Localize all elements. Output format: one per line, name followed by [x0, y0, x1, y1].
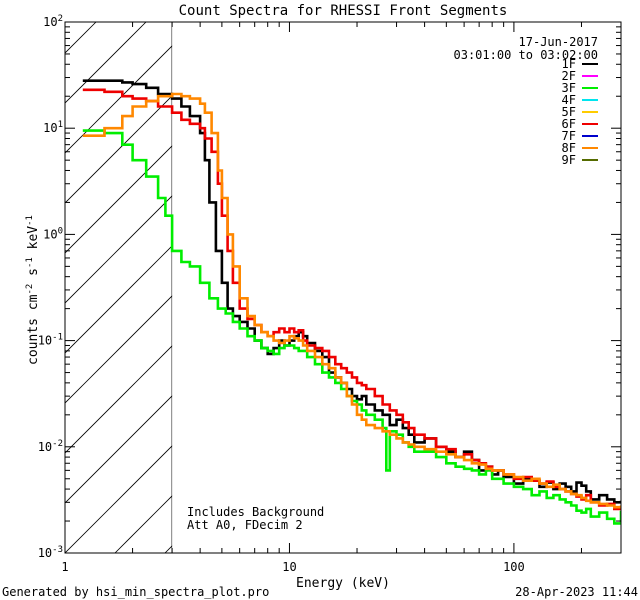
x-tick-label: 100 [503, 560, 525, 574]
y-axis-label: counts cm-2 s-1 keV-1 [25, 215, 41, 365]
series-line-6F [82, 88, 621, 511]
hatch-line [65, 245, 173, 354]
time-range-label: 03:01:00 to 03:02:00 [454, 48, 599, 62]
x-tick-label: 10 [282, 560, 296, 574]
y-tick-label: 10-3 [38, 545, 63, 560]
excluded-region-hatch [65, 0, 640, 553]
plot-frame [64, 21, 622, 554]
hatch-line [65, 295, 173, 404]
hatch-line [65, 445, 173, 553]
annotation-attenuator: Att A0, FDecim 2 [187, 518, 303, 532]
y-tick-label: 100 [43, 226, 63, 241]
hatch-line [65, 22, 147, 104]
hatch-line [215, 0, 640, 553]
chart-title: Count Spectra for RHESSI Front Segments [179, 3, 508, 19]
legend-label-3F: 3F [562, 81, 576, 95]
hatch-line [65, 45, 173, 154]
date-label: 17-Jun-2017 [519, 35, 598, 49]
hatch-line [65, 395, 173, 504]
legend-label-1F: 1F [562, 57, 576, 71]
legend-label-6F: 6F [562, 117, 576, 131]
y-tick-label: 10-2 [38, 439, 63, 454]
legend-label-2F: 2F [562, 69, 576, 83]
timestamp-footer: 28-Apr-2023 11:44 [515, 585, 638, 599]
legend-label-7F: 7F [562, 129, 576, 143]
legend-label-8F: 8F [562, 141, 576, 155]
y-tick-label: 102 [43, 14, 63, 29]
legend-label-4F: 4F [562, 93, 576, 107]
series-line-1F [82, 79, 621, 504]
legend-label-9F: 9F [562, 153, 576, 167]
series-line-3F [82, 129, 621, 525]
x-axis-label: Energy (keV) [296, 576, 390, 591]
axis-ticks [64, 22, 622, 554]
hatch-line [65, 95, 173, 204]
series-line-8F [82, 92, 621, 509]
generator-footer: Generated by hsi_min_spectra_plot.pro [2, 585, 269, 599]
y-tick-label: 10-1 [38, 333, 63, 348]
y-tick-label: 101 [43, 120, 63, 135]
legend-label-5F: 5F [562, 105, 576, 119]
x-tick-label: 1 [61, 560, 68, 574]
hatch-line [65, 145, 173, 254]
annotation-background: Includes Background [187, 505, 324, 519]
hatch-line [65, 195, 173, 304]
